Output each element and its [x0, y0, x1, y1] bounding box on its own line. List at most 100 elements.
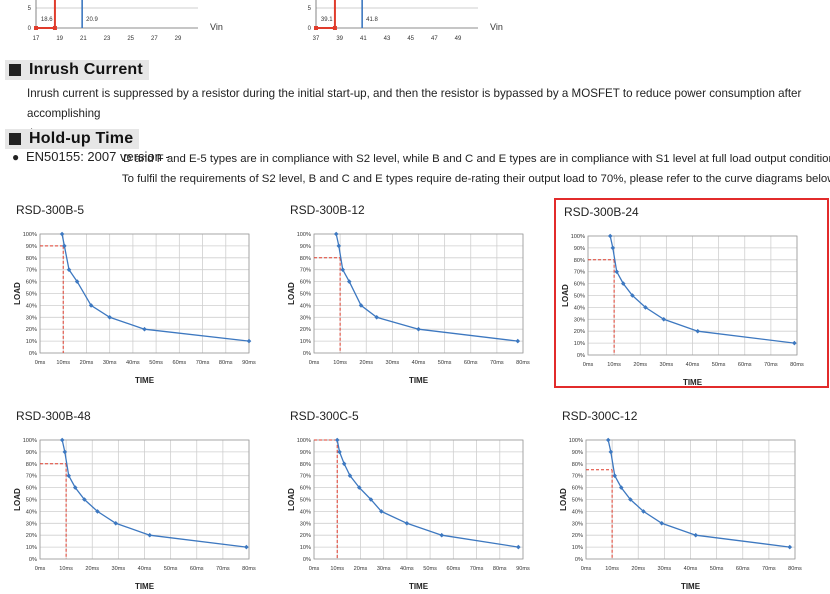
- data-point: [404, 521, 410, 526]
- data-point: [630, 293, 635, 298]
- plot-frame: [313, 439, 524, 560]
- x-tick-label: 40ms: [686, 362, 700, 368]
- holdup-heading-text: Hold-up Time: [29, 130, 134, 147]
- marker-label: 41.8: [366, 17, 378, 23]
- x-tick-label: 50ms: [438, 360, 452, 366]
- data-point: [147, 532, 153, 538]
- x-axis-label: TIME: [409, 582, 429, 591]
- y-tick-label: 80%: [574, 258, 585, 264]
- x-axis-label: TIME: [135, 582, 155, 591]
- y-tick-label: 10%: [300, 545, 311, 551]
- y-tick-label: 20%: [572, 533, 583, 539]
- y-tick-label: 30%: [26, 521, 37, 527]
- x-tick-label: 47: [431, 36, 438, 42]
- y-tick-label: 60%: [300, 486, 311, 492]
- x-tick-label: 10ms: [59, 566, 73, 572]
- x-tick-label: 90ms: [516, 566, 530, 572]
- holdup-chart-3: RSD-300B-48 100% 90% 80% 70% 60% 50% 40% 30% 20%…: [8, 404, 283, 594]
- y-tick-label: 50%: [26, 498, 37, 504]
- x-tick-label: 20ms: [85, 566, 99, 572]
- x-tick-label: 70ms: [470, 566, 484, 572]
- x-tick-label: 60ms: [464, 360, 478, 366]
- y-tick-label: 80%: [300, 462, 311, 468]
- y-tick-label: 90%: [300, 450, 311, 456]
- x-tick-label: 10ms: [333, 360, 347, 366]
- x-axis-label: TIME: [409, 376, 429, 385]
- y-tick-label: 5: [28, 6, 32, 12]
- top-chart-right: 5 037 39 41 43 45 47 49 Vin 39.1 41.8: [308, 0, 503, 42]
- x-tick-label: 20ms: [354, 566, 368, 572]
- y-tick-label: 0%: [29, 557, 37, 563]
- x-tick-label: 20ms: [359, 360, 373, 366]
- series-line: [335, 233, 518, 342]
- x-tick-label: 30ms: [103, 360, 117, 366]
- y-tick-label: 0%: [303, 557, 311, 563]
- chart-svg: 100% 90% 80% 70% 60% 50% 40% 30% 20% 10% 0% 0ms 10ms…: [559, 437, 802, 591]
- x-tick-label: 25: [127, 36, 134, 42]
- marker-dot: [332, 26, 337, 30]
- data-point: [244, 544, 249, 550]
- y-tick-label: 20%: [574, 329, 585, 335]
- y-tick-label: 20%: [26, 327, 37, 333]
- x-tick-label: 45: [407, 36, 414, 42]
- data-point: [695, 328, 701, 334]
- y-axis-label: LOAD: [287, 488, 296, 511]
- data-point: [72, 485, 78, 490]
- x-tick-label: 40ms: [684, 566, 698, 572]
- plot-frame: [587, 235, 798, 356]
- x-tick-label: 30ms: [377, 566, 391, 572]
- x-tick-label: 30ms: [658, 566, 672, 572]
- x-tick-label: 70ms: [762, 566, 776, 572]
- y-tick-label: 40%: [574, 305, 585, 311]
- y-tick-label: 90%: [572, 450, 583, 456]
- x-tick-label: 70ms: [196, 360, 210, 366]
- inrush-line-1: Inrush current is suppressed by a resist…: [27, 87, 802, 120]
- x-axis-label: TIME: [683, 378, 703, 387]
- data-point: [516, 544, 521, 550]
- x-tick-label: 10ms: [330, 566, 344, 572]
- series-line: [607, 439, 790, 548]
- x-tick-label: 20ms: [633, 362, 647, 368]
- holdup-chart-5: RSD-300C-12 100% 90% 80% 70% 60% 50% 40% 30% 20%…: [554, 404, 829, 594]
- y-tick-label: 90%: [26, 244, 37, 250]
- inrush-line-2: the start-up.: [27, 124, 827, 144]
- x-tick-label: 17: [33, 36, 40, 42]
- x-axis-label: Vin: [490, 22, 503, 32]
- y-axis-label: LOAD: [287, 282, 296, 305]
- data-point: [337, 449, 342, 455]
- data-point: [142, 326, 147, 332]
- marker-dot: [34, 26, 38, 30]
- y-tick-label: 10%: [300, 339, 311, 345]
- plot-frame: [39, 233, 250, 354]
- x-tick-label: 39: [336, 36, 343, 42]
- y-tick-label: 80%: [26, 462, 37, 468]
- chart-title: RSD-300C-5: [290, 409, 359, 423]
- data-point: [88, 303, 94, 308]
- y-tick-label: 80%: [26, 256, 37, 262]
- y-tick-label: 50%: [26, 292, 37, 298]
- x-tick-label: 60ms: [736, 566, 750, 572]
- y-tick-label: 100%: [297, 232, 311, 238]
- data-point: [643, 305, 648, 310]
- series-line: [61, 233, 250, 342]
- y-tick-label: 20%: [26, 533, 37, 539]
- data-point: [641, 509, 646, 514]
- y-tick-label: 10%: [572, 545, 583, 551]
- plot-frame: [313, 233, 524, 354]
- y-tick-label: 60%: [26, 280, 37, 286]
- x-tick-label: 60ms: [738, 362, 752, 368]
- y-tick-label: 40%: [572, 509, 583, 515]
- data-point: [59, 437, 65, 443]
- plot-frame: [585, 439, 796, 560]
- chart-svg: 100% 90% 80% 70% 60% 50% 40% 30% 20% 10% 0% 0ms 10ms…: [13, 231, 256, 385]
- x-tick-label: 0ms: [581, 566, 592, 572]
- data-point: [610, 245, 616, 251]
- data-point: [787, 544, 793, 550]
- y-tick-label: 100%: [297, 438, 311, 444]
- x-tick-label: 37: [313, 36, 320, 42]
- data-point: [661, 317, 667, 322]
- y-tick-label: 0: [308, 26, 312, 32]
- x-axis-label: Vin: [210, 22, 223, 32]
- x-tick-label: 50ms: [149, 360, 163, 366]
- y-tick-label: 10%: [574, 341, 585, 347]
